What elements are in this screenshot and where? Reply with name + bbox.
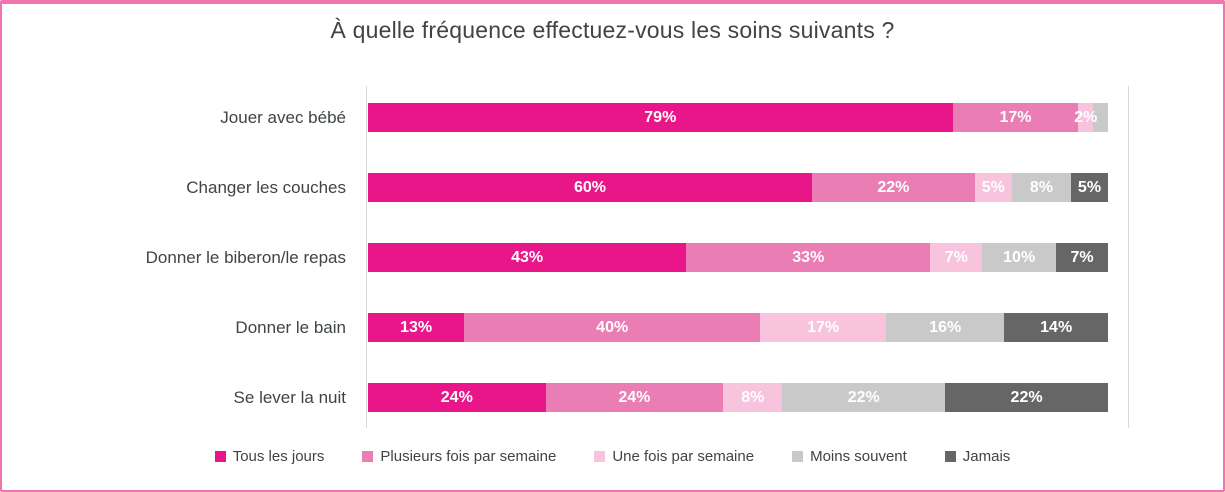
bar-value-label: 60% bbox=[573, 178, 607, 196]
category-label: Jouer avec bébé bbox=[220, 108, 346, 127]
legend-label: Moins souvent bbox=[810, 447, 907, 465]
bar-segment bbox=[1093, 103, 1108, 132]
legend-item: Une fois par semaine bbox=[594, 448, 754, 465]
bar-segment: 79% bbox=[368, 103, 953, 132]
bar-value-label: 5% bbox=[981, 178, 1005, 196]
bar-segment: 7% bbox=[930, 243, 983, 272]
bar-value-label: 2% bbox=[1074, 108, 1098, 126]
bar-value-label: 79% bbox=[644, 108, 677, 126]
bar-value-label: 22% bbox=[847, 388, 880, 406]
legend-label: Tous les jours bbox=[232, 447, 325, 465]
bar-segment: 5% bbox=[974, 173, 1012, 202]
bar-segment: 22% bbox=[812, 173, 975, 202]
bar-row: Donner le bain 13% 40% 17% 16% 14% bbox=[0, 313, 1225, 342]
bar-segment: 17% bbox=[760, 313, 886, 342]
bar-value-label: 17% bbox=[999, 108, 1032, 126]
bar-value-label: 22% bbox=[1010, 388, 1043, 406]
bar-value-label: 17% bbox=[807, 318, 840, 336]
bar-row: Donner le biberon/le repas 43% 33% 7% 10% 7% bbox=[0, 243, 1225, 272]
bar-segment: 13% bbox=[368, 313, 465, 342]
category-label: Donner le bain bbox=[235, 318, 346, 337]
bar-value-label: 22% bbox=[877, 178, 910, 196]
bar-segment: 10% bbox=[982, 243, 1057, 272]
bar-value-label: 24% bbox=[440, 388, 473, 406]
category-label: Changer les couches bbox=[186, 178, 346, 197]
bar-value-label: 8% bbox=[741, 388, 765, 406]
bar-value-label: 33% bbox=[792, 248, 825, 266]
y-axis-line bbox=[366, 86, 367, 428]
bar-segment: 24% bbox=[368, 383, 546, 412]
bar-value-label: 13% bbox=[400, 318, 433, 336]
bar-segment: 5% bbox=[1070, 173, 1108, 202]
stacked-bar: 60% 22% 5% 8% 5% bbox=[368, 173, 1108, 202]
legend-item: Tous les jours bbox=[214, 447, 325, 465]
bar-segment: 8% bbox=[1011, 173, 1071, 202]
legend-label: Jamais bbox=[962, 447, 1011, 465]
category-label: Se lever la nuit bbox=[233, 388, 346, 407]
bar-segment: 2% bbox=[1074, 103, 1097, 132]
bar-value-label: 5% bbox=[1077, 178, 1102, 196]
bar-segment: 16% bbox=[885, 313, 1005, 342]
stacked-bar: 24% 24% 8% 22% 22% bbox=[368, 383, 1108, 412]
legend-swatch-icon bbox=[594, 450, 606, 462]
bar-segment: 24% bbox=[545, 383, 724, 412]
legend-label: Plusieurs fois par semaine bbox=[380, 447, 557, 465]
bar-segment: 7% bbox=[1056, 243, 1108, 272]
category-label: Donner le biberon/le repas bbox=[145, 248, 346, 267]
bar-row: Changer les couches 60% 22% 5% 8% 5% bbox=[0, 173, 1225, 202]
bar-value-label: 10% bbox=[1003, 248, 1036, 266]
bar-segment: 43% bbox=[368, 243, 687, 272]
legend-item: Plusieurs fois par semaine bbox=[362, 448, 556, 465]
legend-item: Moins souvent bbox=[792, 448, 907, 465]
bar-segment: 22% bbox=[945, 383, 1108, 412]
bar-value-label: 43% bbox=[511, 248, 544, 266]
legend-swatch-icon bbox=[214, 450, 226, 462]
bar-value-label: 8% bbox=[1029, 178, 1053, 196]
bar-value-label: 7% bbox=[944, 248, 968, 266]
bar-value-label: 24% bbox=[618, 388, 651, 406]
chart-title: À quelle fréquence effectuez-vous les so… bbox=[330, 17, 895, 43]
bar-value-label: 40% bbox=[596, 318, 629, 336]
bar-segment: 33% bbox=[686, 243, 931, 272]
plot-right-gridline bbox=[1128, 86, 1129, 428]
bar-segment: 60% bbox=[368, 173, 812, 202]
legend-item: Jamais bbox=[944, 447, 1011, 465]
stacked-bar: 79% 17% 2% bbox=[368, 103, 1108, 132]
bar-value-label: 7% bbox=[1070, 248, 1094, 266]
bar-value-label: 14% bbox=[1040, 318, 1073, 336]
bar-segment: 22% bbox=[782, 383, 946, 412]
legend-swatch-icon bbox=[362, 450, 374, 462]
legend-swatch-icon bbox=[944, 450, 956, 462]
stacked-bar: 43% 33% 7% 10% 7% bbox=[368, 243, 1108, 272]
bar-segment: 14% bbox=[1004, 313, 1108, 342]
legend-swatch-icon bbox=[792, 450, 804, 462]
bar-segment: 17% bbox=[952, 103, 1079, 132]
bar-row: Jouer avec bébé 79% 17% 2% bbox=[0, 103, 1225, 132]
legend: Tous les jours Plusieurs fois par semaine… bbox=[0, 444, 1225, 468]
stacked-bar: 13% 40% 17% 16% 14% bbox=[368, 313, 1108, 342]
bar-value-label: 16% bbox=[929, 318, 962, 336]
legend-label: Une fois par semaine bbox=[612, 447, 755, 465]
bar-row: Se lever la nuit 24% 24% 8% 22% 22% bbox=[0, 383, 1225, 412]
bar-segment: 40% bbox=[464, 313, 761, 342]
bar-segment: 8% bbox=[723, 383, 783, 412]
